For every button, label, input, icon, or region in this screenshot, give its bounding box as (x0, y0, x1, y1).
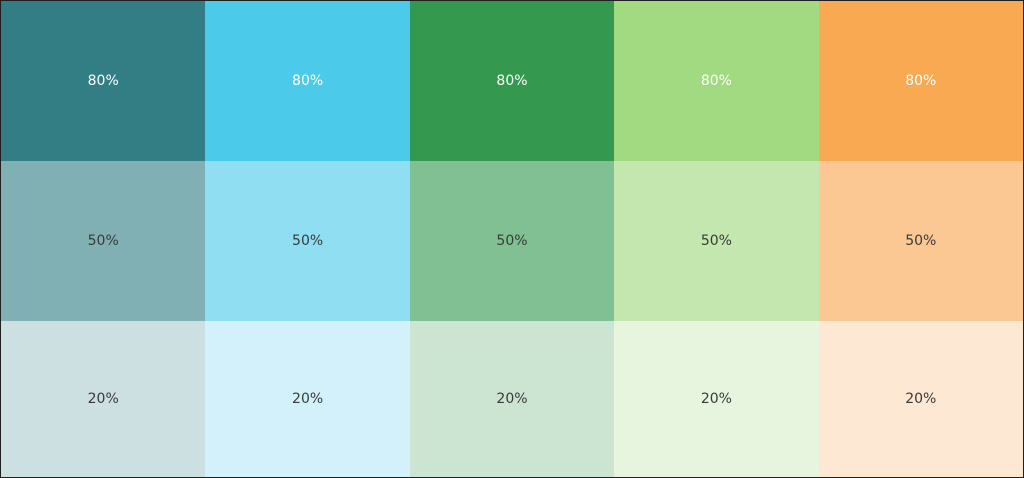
swatch-teal-20: 20% (1, 321, 206, 477)
swatch-lime-80: 80% (614, 1, 819, 161)
swatch-label: 80% (292, 73, 324, 89)
swatch-teal-80: 80% (1, 1, 206, 161)
swatch-green-80: 80% (409, 1, 615, 161)
swatch-label: 20% (905, 391, 937, 407)
swatch-teal-50: 50% (1, 161, 206, 321)
swatch-label: 20% (87, 391, 119, 407)
swatch-green-50: 50% (409, 161, 615, 321)
swatch-orange-50: 50% (818, 161, 1023, 321)
swatch-label: 80% (87, 73, 119, 89)
swatch-label: 20% (496, 391, 528, 407)
swatch-green-20: 20% (409, 321, 615, 477)
swatch-orange-20: 20% (818, 321, 1023, 477)
swatch-label: 50% (87, 233, 119, 249)
swatch-orange-80: 80% (818, 1, 1023, 161)
swatch-label: 20% (700, 391, 732, 407)
swatch-label: 50% (905, 233, 937, 249)
swatch-sky-20: 20% (205, 321, 410, 477)
swatch-sky-50: 50% (205, 161, 410, 321)
swatch-label: 50% (700, 233, 732, 249)
swatch-label: 80% (905, 73, 937, 89)
swatch-lime-20: 20% (614, 321, 819, 477)
swatch-label: 80% (700, 73, 732, 89)
swatch-label: 80% (496, 73, 528, 89)
swatch-label: 20% (292, 391, 324, 407)
swatch-sky-80: 80% (205, 1, 410, 161)
swatch-label: 50% (292, 233, 324, 249)
swatch-label: 50% (496, 233, 528, 249)
swatch-lime-50: 50% (614, 161, 819, 321)
